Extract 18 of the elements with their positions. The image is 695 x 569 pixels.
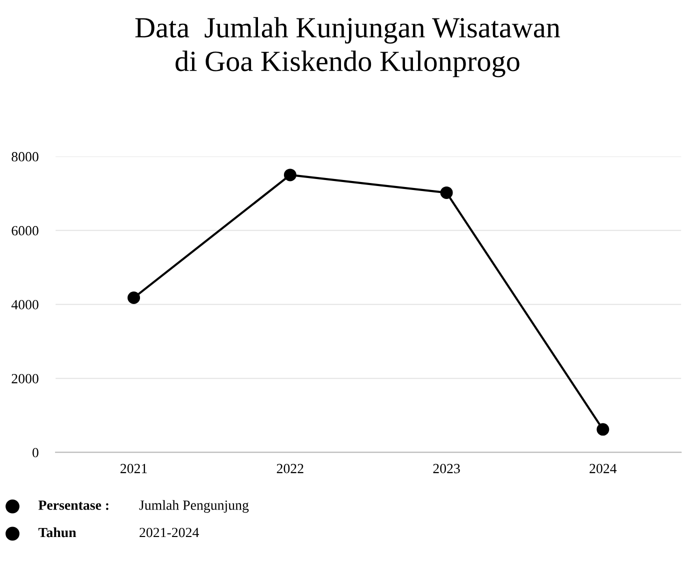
y-tick-label: 2000 [12,374,38,384]
point [128,292,140,304]
x-tick-label: 2023 [433,464,460,474]
y-tick-label: 8000 [12,152,38,162]
text: 2021-2024 [140,528,199,538]
y-tick-label: 4000 [11,300,38,310]
x-tick-label: 2022 [276,464,304,474]
text: Tahun [38,527,76,538]
x-tick-label: 2024 [590,464,617,474]
chart-title: Data Jumlah Kunjungan Wisatawan di Goa Kiskendo Kulonprogo [135,17,560,78]
text: Persentase : [38,500,108,510]
y-tick-label: 0 [32,448,38,458]
point [596,423,610,436]
y-tick-label: 6000 [12,226,38,236]
text: Jumlah Pengunjung [139,500,249,513]
point [440,186,453,199]
x-tick-label: 2021 [120,464,147,474]
point [284,168,296,182]
